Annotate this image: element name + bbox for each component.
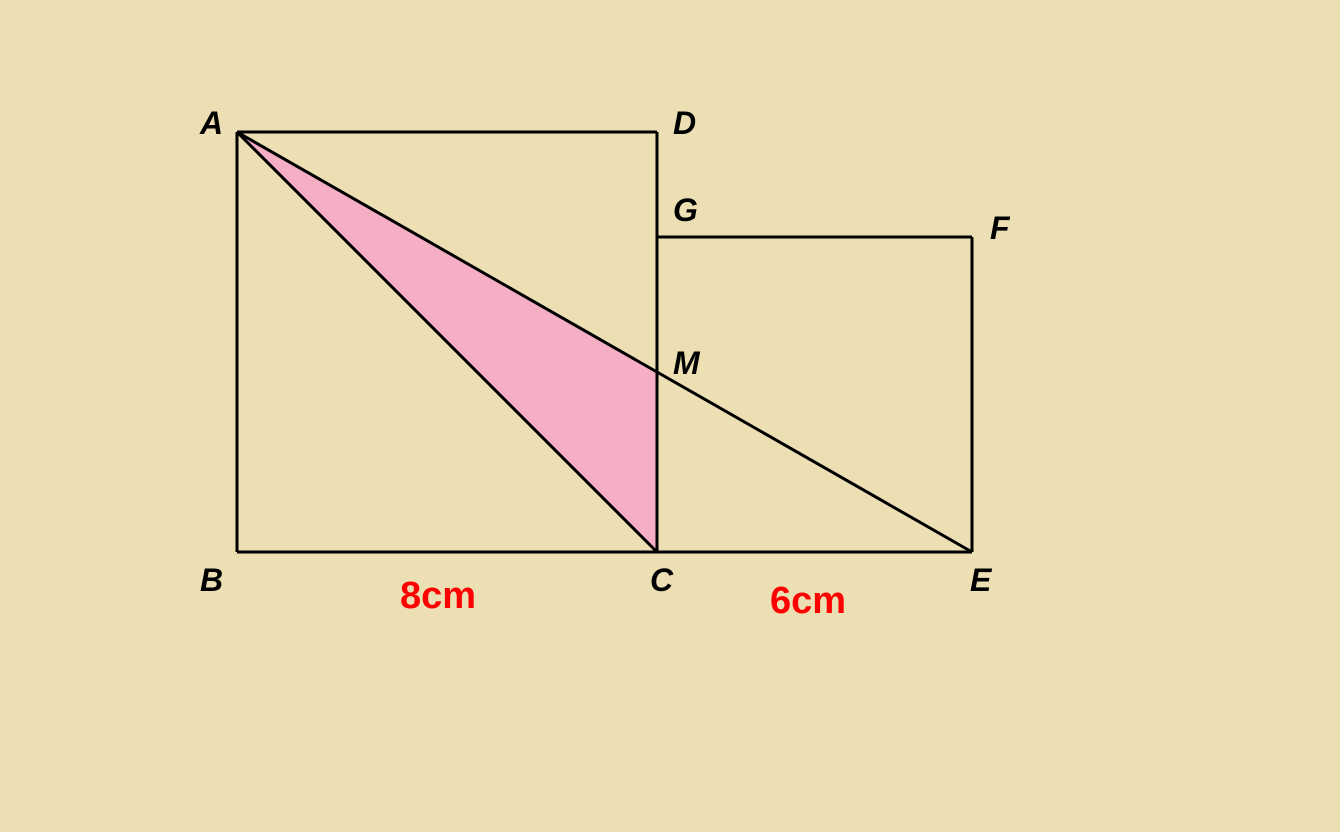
label-F: F xyxy=(990,210,1010,247)
label-E: E xyxy=(970,562,991,599)
label-C: C xyxy=(650,562,673,599)
label-G: G xyxy=(673,192,698,229)
measurement-6cm: 6cm xyxy=(770,580,846,623)
label-A: A xyxy=(200,105,223,142)
label-D: D xyxy=(673,105,696,142)
measurement-8cm: 8cm xyxy=(400,575,476,618)
label-M: M xyxy=(673,345,700,382)
label-B: B xyxy=(200,562,223,599)
geometry-diagram: A B C D G F E M 8cm 6cm xyxy=(0,0,1340,832)
